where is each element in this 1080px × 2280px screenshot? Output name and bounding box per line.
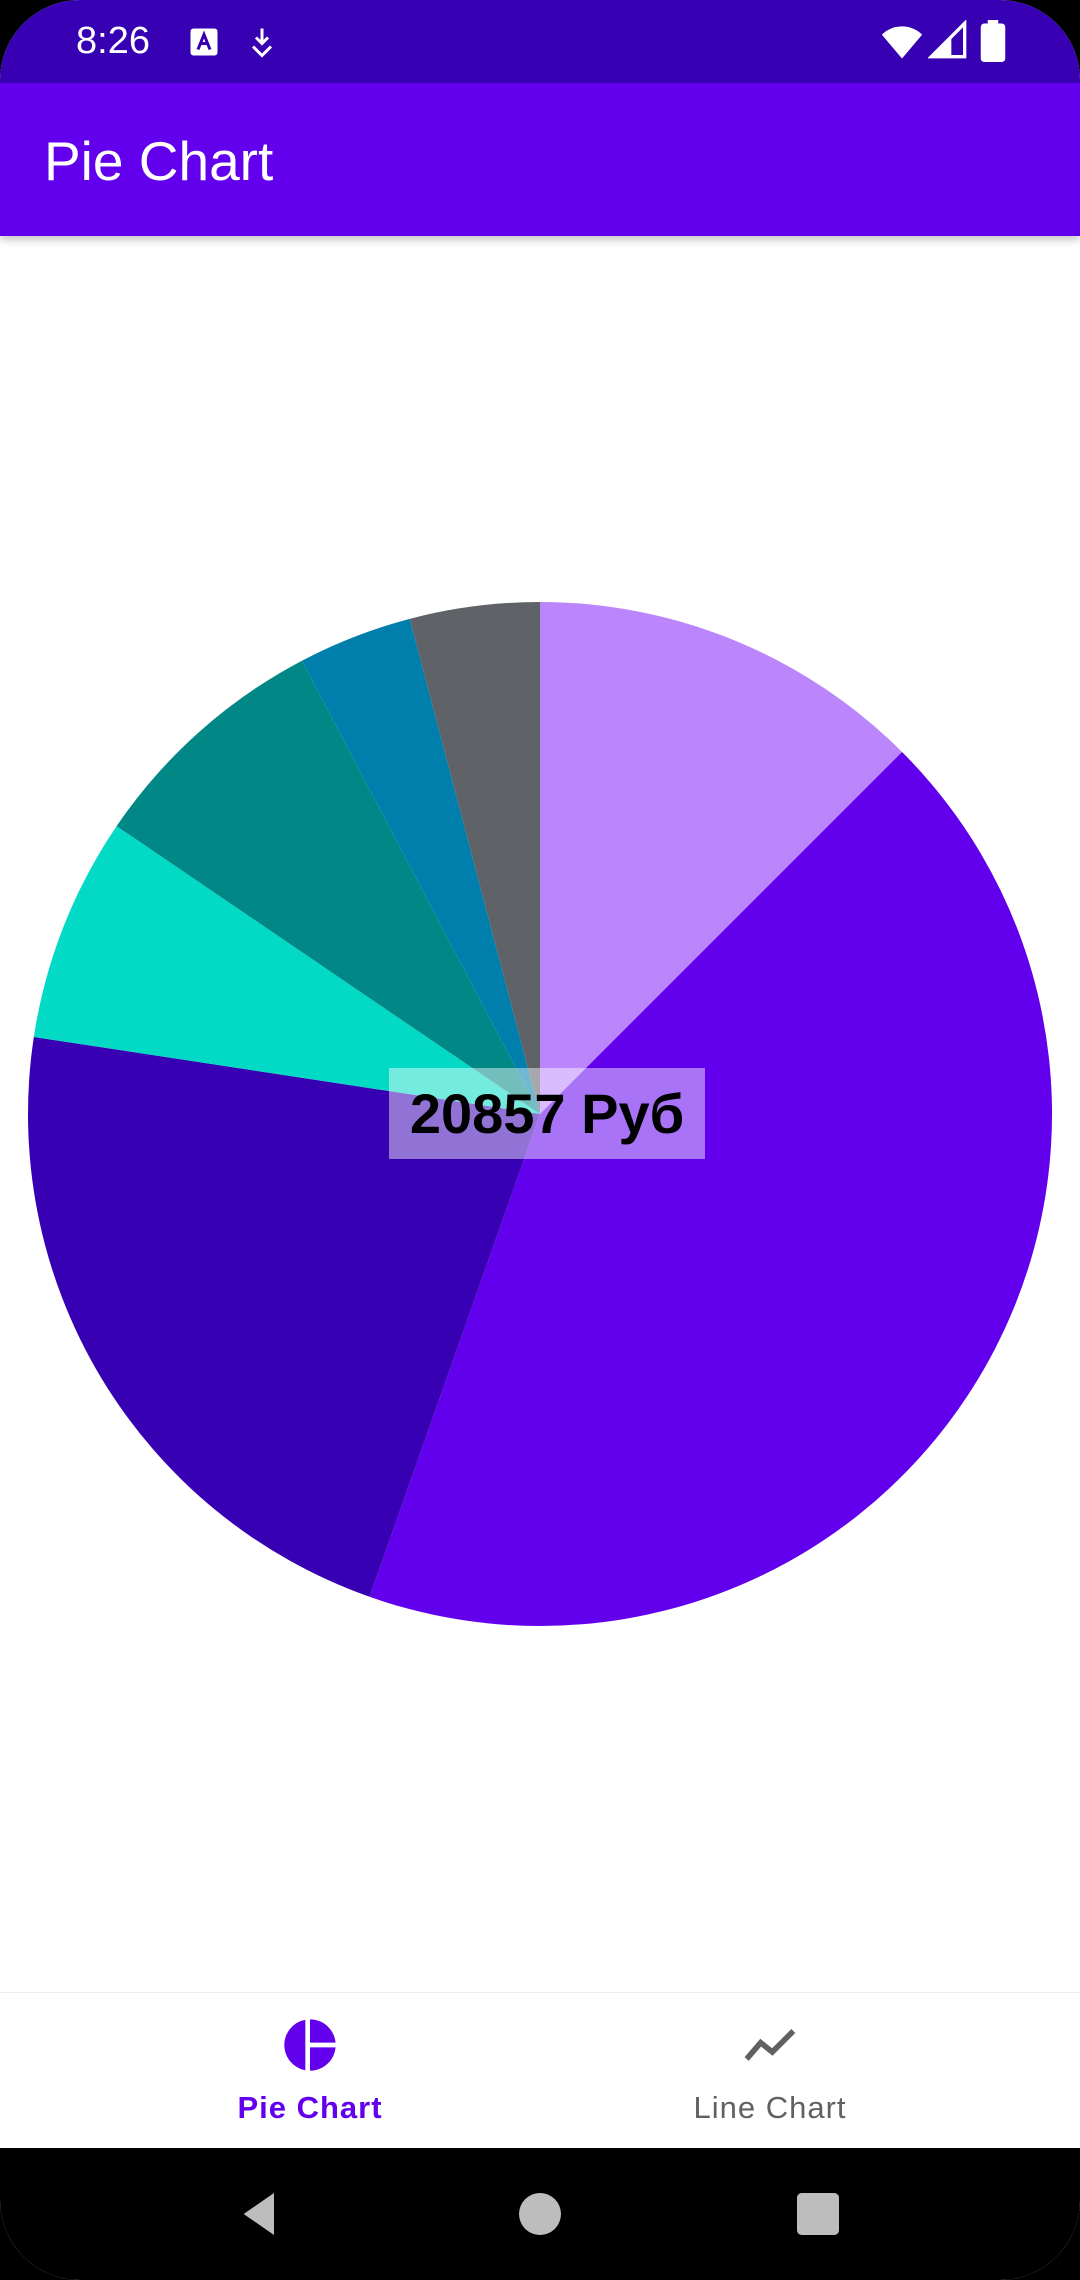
page-title: Pie Chart xyxy=(44,130,274,192)
signal-icon xyxy=(928,20,967,59)
status-bar: 8:26 xyxy=(0,0,1080,83)
pie-slice-5[interactable] xyxy=(116,660,541,1114)
recents-icon[interactable] xyxy=(790,2186,846,2242)
app-bar: Pie Chart xyxy=(0,83,1080,236)
home-icon[interactable] xyxy=(512,2186,568,2242)
battery-icon xyxy=(980,20,1006,62)
wifi-icon xyxy=(881,26,923,59)
pie-slice-7[interactable] xyxy=(409,602,540,1114)
pie-center-total: 20857 Руб xyxy=(389,1068,705,1159)
chart-area: 20857 Руб xyxy=(0,236,1080,1992)
nav-item-line-chart[interactable]: Line Chart xyxy=(500,1993,1040,2149)
bottom-navigation: Pie Chart Line Chart xyxy=(0,1992,1080,2149)
download-icon xyxy=(251,28,273,58)
pie-slice-3[interactable] xyxy=(28,1036,540,1597)
pie-slice-6[interactable] xyxy=(301,618,540,1114)
status-time: 8:26 xyxy=(76,20,150,62)
keyboard-a-icon xyxy=(190,28,218,56)
nav-label-line-chart: Line Chart xyxy=(693,2090,847,2125)
system-navigation-bar xyxy=(0,2148,1080,2280)
pie-chart-icon xyxy=(284,2017,338,2073)
pie-slice-4[interactable] xyxy=(33,826,540,1114)
back-icon[interactable] xyxy=(232,2186,288,2242)
pie-slice-2[interactable] xyxy=(369,751,1053,1627)
nav-item-pie-chart[interactable]: Pie Chart xyxy=(40,1993,580,2149)
line-chart-icon xyxy=(744,2029,796,2061)
nav-label-pie-chart: Pie Chart xyxy=(237,2090,383,2125)
pie-chart[interactable] xyxy=(0,236,1080,1992)
pie-slice-1[interactable] xyxy=(540,602,903,1114)
